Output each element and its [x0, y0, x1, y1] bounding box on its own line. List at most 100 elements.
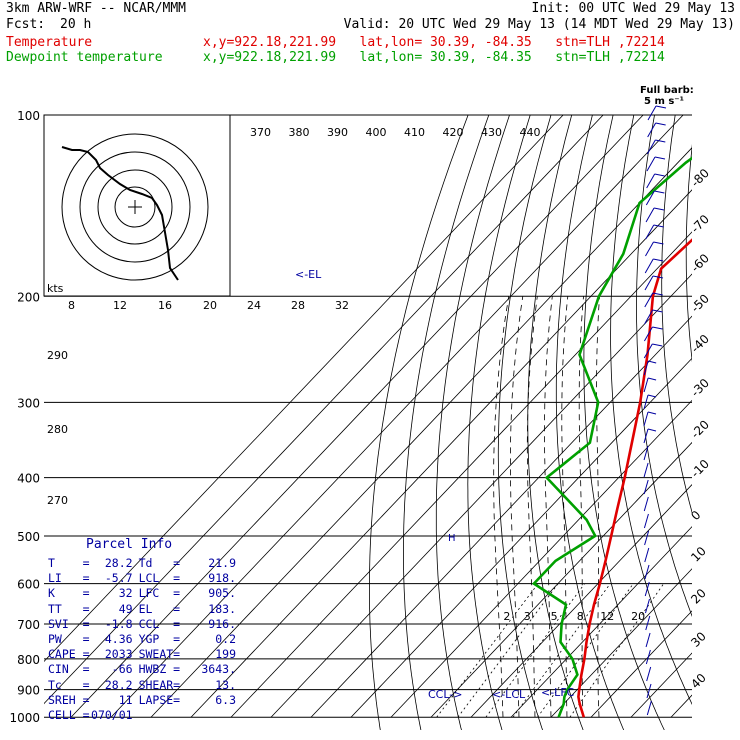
parcel-param-value: 49 [118, 601, 133, 616]
parcel-param-value: -1.8 [104, 616, 133, 631]
wind-barb [644, 292, 654, 308]
temperature-location: x,y=922.18,221.99 lat,lon= 30.39, -84.35… [203, 35, 665, 50]
parcel-param-value: -5.7 [104, 571, 133, 586]
wind-barb [646, 156, 656, 172]
hodo-speed-label: 24 [247, 299, 261, 312]
parcel-info-row: CIN = -66 HWBZ = 3643. [48, 662, 236, 677]
dewpoint-location: x,y=922.18,221.99 lat,lon= 30.39, -84.35… [203, 50, 665, 65]
parcel-param-name: T = [48, 556, 90, 570]
parcel-info-row: TT = 49 EL = 183. [48, 602, 236, 617]
parcel-info-row: LI = -5.7 LCL = 918. [48, 571, 236, 586]
theta-label: 400 [366, 126, 387, 139]
ccl-marker: CCL-> [428, 688, 462, 701]
wind-barb [646, 683, 652, 699]
h-marker: H [448, 533, 456, 544]
wind-barb [653, 258, 664, 262]
barb-legend-units: 5 m s⁻¹ [644, 96, 684, 107]
moist-adiabat [561, 296, 569, 718]
wind-barb [653, 241, 664, 245]
wind-barb [647, 377, 657, 381]
parcel-param-name: CAPE = [48, 647, 90, 662]
wind-barb [645, 190, 655, 206]
wind-barb [643, 394, 649, 410]
hodo-speed-label: 16 [158, 299, 172, 312]
lfc-marker: <-LFC [541, 686, 575, 699]
parcel-param-value: 905. [208, 586, 236, 601]
isotherm-label: -10 [688, 457, 712, 481]
isotherm [510, 526, 692, 718]
wind-barb [652, 309, 663, 313]
isotherm [44, 115, 564, 663]
isotherm-label: -30 [688, 376, 712, 400]
el-marker: <-EL [295, 268, 322, 281]
wind-barb [643, 496, 649, 512]
dry-adiabat [497, 115, 552, 730]
isotherm [470, 484, 692, 718]
parcel-param-name [133, 708, 197, 723]
hodograph-trace [61, 146, 179, 281]
pressure-tick-label: 900 [17, 684, 40, 698]
temperature-profile [577, 238, 692, 718]
wind-barb [648, 360, 657, 364]
wind-barb [643, 462, 649, 478]
isotherm [350, 357, 692, 718]
parcel-info-title: Parcel Info [86, 537, 173, 552]
wind-barb [647, 394, 657, 398]
hodo-speed-label: 20 [203, 299, 217, 312]
dry-adiabat [733, 115, 740, 730]
mixing-ratio-label: 12 [600, 610, 614, 623]
hodo-speed-label: 28 [291, 299, 305, 312]
moist-adiabat [596, 296, 600, 718]
forecast-label: Fcst: [6, 17, 46, 32]
hodograph-frame [43, 114, 231, 297]
parcel-info-row: T = 28.2 Td = 21.9 [48, 556, 236, 571]
pressure-tick-label: 200 [17, 290, 40, 304]
dewpoint-profile [531, 156, 692, 718]
parcel-info-row: SVI = -1.8 CCL = 916. [48, 617, 236, 632]
parcel-info-row: SREH = 11 LAPSE= 6.3 [48, 693, 236, 708]
wind-barb [647, 105, 657, 121]
isotherm [110, 115, 684, 718]
hodograph-ring [114, 186, 156, 228]
parcel-param-name: EL = [138, 601, 181, 616]
parcel-info-row: K = 32 LFC = 905. [48, 586, 236, 601]
mixing-ratio-label: 20 [631, 610, 645, 623]
hodo-speed-label: 12 [113, 299, 127, 312]
parcel-info-row: PW = 4.36 YGP = 0.2 [48, 632, 236, 647]
wind-barb [643, 360, 649, 376]
pressure-tick-label: 300 [17, 396, 40, 410]
mixing-ratio-line [569, 583, 665, 718]
wind-barb [643, 411, 649, 427]
dry-adiabat [661, 115, 692, 514]
isotherm [190, 189, 692, 718]
parcel-param-value: 916. [208, 616, 236, 631]
dry-adiabat [555, 115, 625, 730]
isotherm-label: -60 [688, 251, 712, 275]
mixing-ratio-label: 8 [577, 610, 584, 623]
isotherm-label: -80 [688, 166, 712, 190]
parcel-param-value [197, 708, 236, 723]
wind-barb [644, 547, 650, 563]
wind-barb [645, 224, 655, 240]
parcel-param-value: 3643. [201, 662, 236, 677]
wind-barb [653, 224, 664, 228]
mixing-ratio-label: 2 [503, 610, 510, 623]
init-time: Init: 00 UTC Wed 29 May 13 [531, 1, 736, 16]
isotherm-label: -20 [688, 417, 712, 441]
theta-label: 280 [47, 423, 68, 436]
wind-barb [652, 292, 663, 296]
hodo-speed-label: 32 [335, 299, 349, 312]
isotherm [270, 273, 692, 718]
parcel-param-name: SREH = [48, 692, 90, 707]
mixing-ratio-label: 3 [524, 610, 531, 623]
hodograph-center [128, 200, 142, 214]
theta-label: 390 [327, 126, 348, 139]
parcel-param-value: 4.36 [104, 631, 133, 646]
wind-barb [644, 309, 654, 325]
dry-adiabat [636, 115, 692, 617]
pressure-tick-label: 600 [17, 578, 40, 592]
pressure-tick-label: 1000 [9, 711, 40, 725]
theta-label: 410 [404, 126, 425, 139]
parcel-info-panel: Parcel Info T = 28.2 Td = 21.9 LI = -5.7 LCL =… [48, 537, 236, 723]
